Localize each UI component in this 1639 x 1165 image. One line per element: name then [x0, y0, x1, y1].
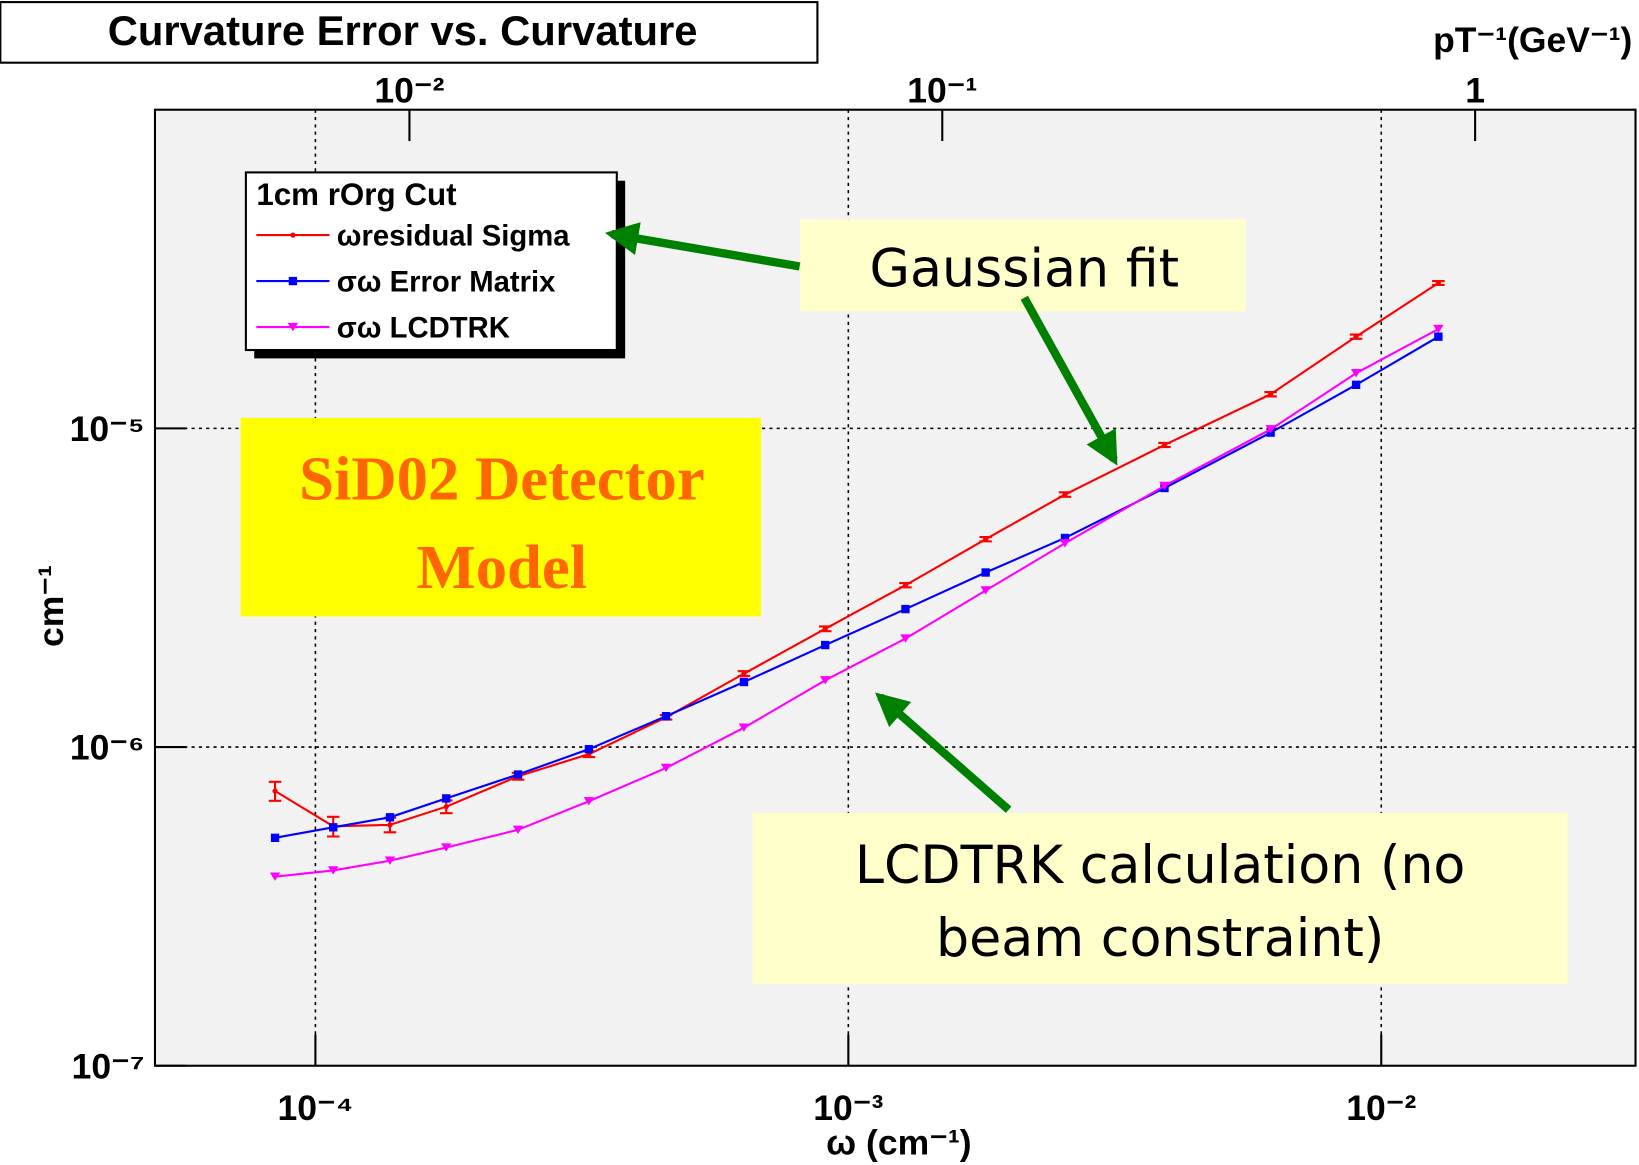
- marker: [512, 825, 524, 834]
- marker: [1159, 481, 1170, 491]
- marker: [661, 712, 671, 721]
- marker: [384, 856, 396, 865]
- marker: [288, 276, 298, 286]
- marker: [1161, 442, 1168, 448]
- arrow: [875, 692, 1012, 813]
- marker: [739, 677, 749, 687]
- marker: [1059, 539, 1071, 548]
- marker: [1268, 391, 1274, 397]
- annotation-text: Gaussian fit: [869, 239, 1179, 299]
- marker: [1351, 380, 1361, 389]
- y-axis-label: cm⁻¹: [31, 565, 71, 647]
- marker: [1060, 533, 1070, 543]
- y-tick-label: 10⁻⁵: [70, 409, 145, 449]
- marker: [327, 866, 339, 875]
- x2-tick-label: 10⁻¹: [907, 70, 977, 110]
- marker: [1434, 332, 1443, 341]
- marker: [329, 823, 338, 832]
- chart-title: Curvature Error vs. Curvature: [108, 7, 698, 54]
- marker: [290, 232, 296, 238]
- legend-label: σω LCDTRK: [337, 312, 510, 344]
- title-box: [0, 1, 819, 64]
- x2-tick-label: 10⁻²: [374, 70, 444, 110]
- marker: [1350, 369, 1362, 378]
- annotation-text: SiD02 Detector: [299, 443, 705, 513]
- marker: [441, 843, 452, 852]
- marker: [584, 744, 594, 754]
- marker: [269, 872, 281, 881]
- marker: [901, 604, 910, 614]
- annotation-box: [752, 812, 1568, 985]
- marker: [741, 671, 747, 677]
- annotation-gaussian: Gaussian fit: [799, 219, 1246, 312]
- annotation-box: [799, 219, 1246, 312]
- series-line: [274, 282, 1439, 828]
- marker: [1353, 334, 1359, 340]
- x2-tick-label: 1: [1465, 70, 1485, 110]
- arrows: [604, 222, 1118, 813]
- marker: [902, 582, 909, 588]
- legend-box: [244, 171, 618, 352]
- marker: [443, 804, 449, 810]
- marker: [900, 634, 911, 643]
- annotation-text: beam constraint): [936, 909, 1384, 969]
- marker: [983, 536, 989, 542]
- legend: 1cm rOrg Cut ωresidual Sigma σω Error Mat…: [244, 171, 626, 359]
- x-axis-label: ω (cm⁻¹): [826, 1123, 971, 1163]
- marker: [980, 586, 991, 595]
- marker: [820, 676, 831, 685]
- series-line: [274, 328, 1439, 878]
- marker: [981, 568, 990, 577]
- marker: [385, 813, 395, 822]
- legend-items: ωresidual Sigma σω Error Matrix σω LCDTRK: [256, 221, 571, 344]
- annotation-text: Model: [417, 532, 588, 602]
- series-line: [274, 335, 1439, 839]
- marker: [738, 723, 750, 732]
- marker: [1435, 280, 1441, 286]
- annotation-text: LCDTRK calculation (no: [855, 836, 1466, 896]
- y-tick-label: 10⁻⁶: [70, 728, 145, 768]
- arrow: [1020, 295, 1118, 466]
- marker: [287, 322, 299, 332]
- marker: [272, 788, 278, 794]
- annotation-box: [240, 417, 761, 617]
- x-tick-label: 10⁻⁴: [277, 1088, 353, 1128]
- legend-title: 1cm rOrg Cut: [256, 177, 457, 212]
- legend-label: σω Error Matrix: [337, 267, 556, 299]
- marker: [1265, 425, 1276, 434]
- annotation-lcdtrk: LCDTRK calculation (no beam constraint): [752, 812, 1568, 985]
- marker: [583, 797, 595, 806]
- marker: [270, 833, 280, 843]
- x-tick-label: 10⁻³: [813, 1088, 883, 1128]
- legend-label: ωresidual Sigma: [337, 221, 571, 253]
- marker: [1433, 324, 1444, 334]
- x2-axis-label: pT⁻¹(GeV⁻¹): [1433, 20, 1632, 60]
- marker: [1062, 491, 1068, 498]
- marker: [821, 640, 830, 650]
- marker: [442, 794, 451, 803]
- y-tick-label: 10⁻⁷: [72, 1046, 145, 1086]
- annotation-detector: SiD02 Detector Model: [240, 417, 761, 617]
- marker: [513, 770, 523, 779]
- marks: [268, 279, 1445, 881]
- arrow: [604, 222, 801, 271]
- marker: [387, 822, 393, 828]
- x-tick-label: 10⁻²: [1346, 1088, 1416, 1128]
- marker: [660, 763, 672, 773]
- marker: [822, 626, 828, 632]
